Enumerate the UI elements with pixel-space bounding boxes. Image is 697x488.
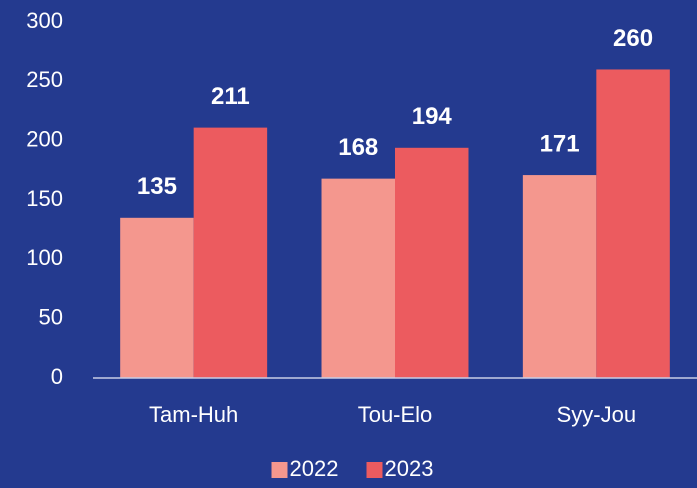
value-label: 194 xyxy=(412,103,453,130)
bar xyxy=(193,127,268,378)
y-tick-label: 250 xyxy=(26,67,63,92)
value-label: 135 xyxy=(137,173,177,200)
y-tick-label: 0 xyxy=(51,364,63,389)
legend-swatch xyxy=(366,462,383,478)
x-tick-label: Tou-Elo xyxy=(358,402,433,427)
y-tick-label: 100 xyxy=(26,245,63,270)
legend-label: 2023 xyxy=(385,456,434,481)
value-label: 168 xyxy=(338,134,378,161)
value-label: 211 xyxy=(211,83,250,110)
value-label: 171 xyxy=(540,130,580,157)
y-tick-label: 50 xyxy=(39,304,63,329)
bar xyxy=(120,217,194,378)
value-label: 260 xyxy=(613,25,653,52)
legend-label: 2022 xyxy=(290,456,339,481)
legend-swatch xyxy=(271,462,288,478)
x-tick-label: Syy-Jou xyxy=(557,402,636,427)
bar xyxy=(321,178,395,378)
y-tick-label: 300 xyxy=(26,8,63,33)
y-tick-label: 150 xyxy=(26,186,63,211)
bar xyxy=(596,69,670,378)
x-tick-label: Tam-Huh xyxy=(149,402,238,427)
bar xyxy=(522,175,597,378)
bar xyxy=(395,147,469,378)
y-tick-label: 200 xyxy=(26,126,63,151)
